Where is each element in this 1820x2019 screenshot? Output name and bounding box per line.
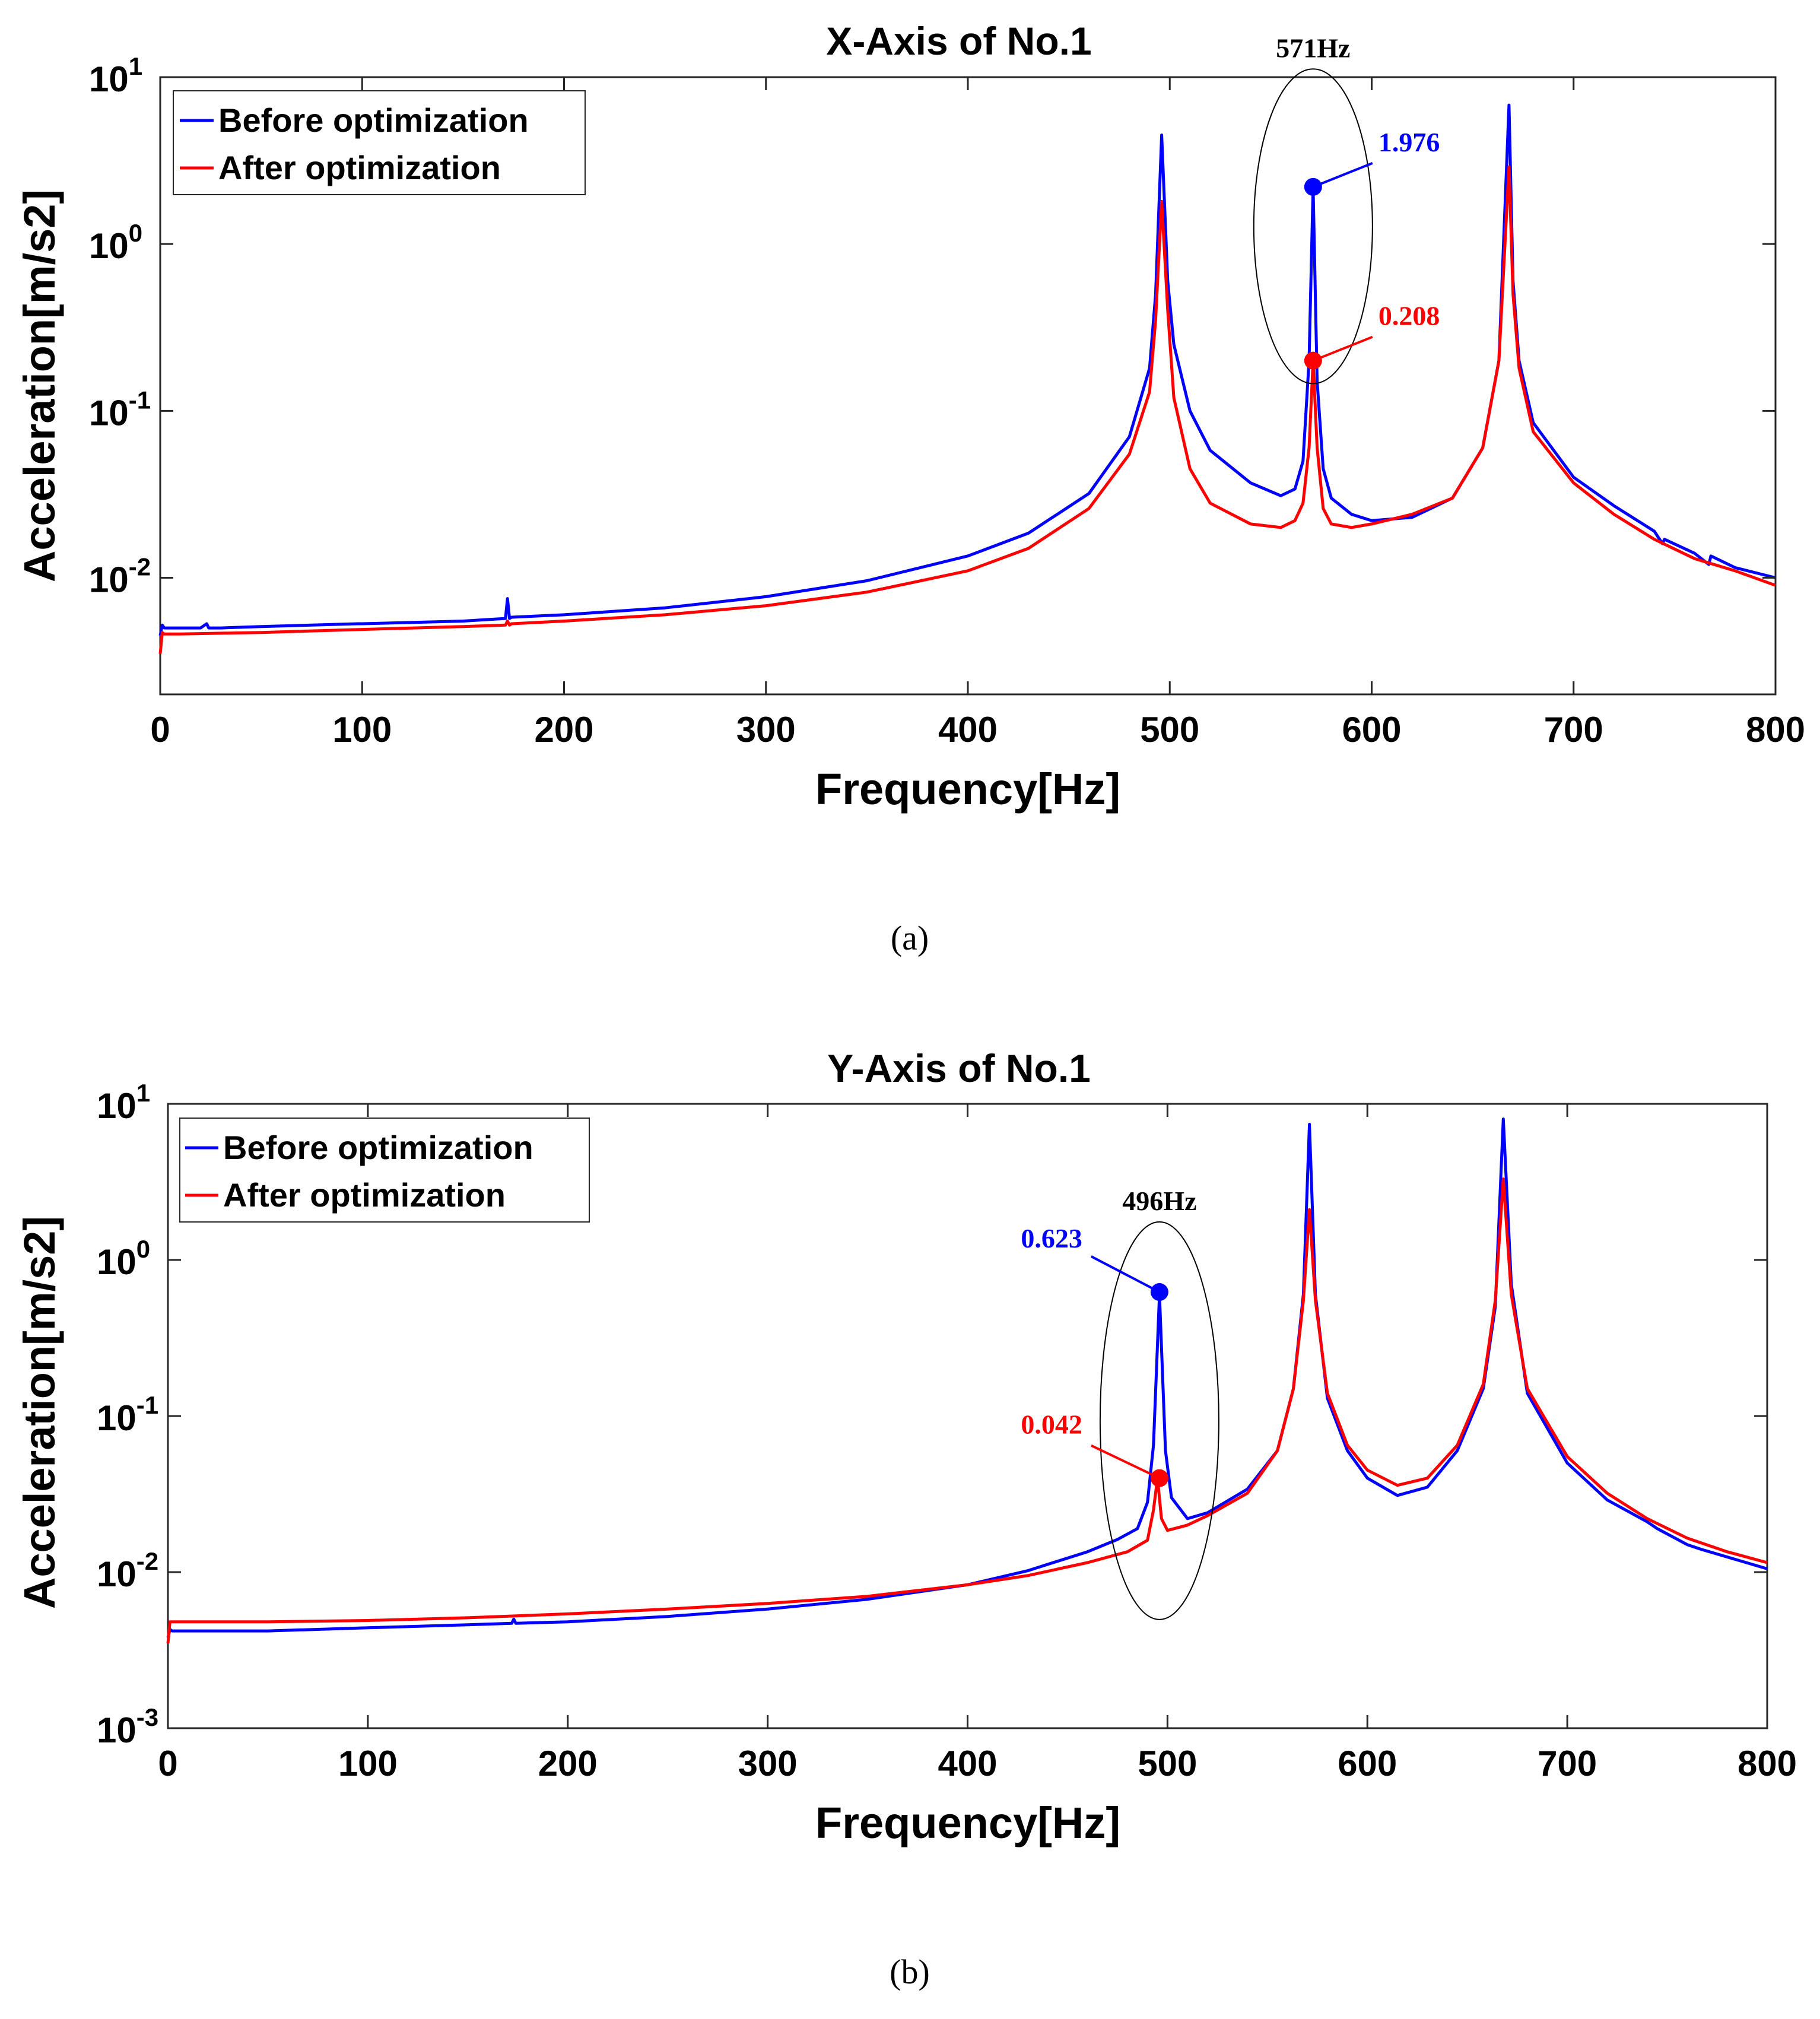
series-layer: [166, 1118, 1768, 1644]
panel-label: (b): [890, 1953, 930, 1991]
after-value-marker: [1150, 1469, 1168, 1487]
y-tick-exponent: -1: [136, 1391, 158, 1419]
y-tick-base: 10: [97, 1710, 136, 1750]
series-line-before: [158, 103, 1776, 636]
x-tick-label: 800: [1746, 710, 1805, 750]
highlight-ellipse: [1253, 68, 1373, 385]
y-tick-label: 100: [89, 219, 142, 266]
y-tick-exponent: -1: [129, 386, 151, 414]
y-tick-label: 100: [97, 1235, 150, 1282]
y-tick-label: 10-2: [89, 553, 151, 599]
x-tick-label: 400: [938, 1744, 997, 1783]
y-axis-label: Acceleration[m/s2]: [15, 189, 64, 582]
frequency-annotation: 496Hz: [1122, 1186, 1196, 1216]
x-tick-label: 100: [332, 710, 392, 750]
y-tick-label: 101: [97, 1079, 150, 1126]
highlight-ellipse: [1099, 1221, 1219, 1620]
before-value-leader: [1090, 1255, 1160, 1293]
legend-label-before: Before optimization: [223, 1129, 533, 1166]
y-tick-base: 10: [97, 1554, 136, 1594]
series-line-after: [166, 1177, 1768, 1644]
panel-label: (a): [891, 919, 929, 957]
y-tick-exponent: -3: [136, 1703, 158, 1731]
x-axis-label: Frequency[Hz]: [815, 764, 1120, 814]
y-tick-exponent: -2: [129, 553, 151, 580]
y-tick-base: 10: [97, 1086, 136, 1126]
x-tick-label: 300: [736, 710, 796, 750]
frequency-annotation: 571Hz: [1276, 33, 1350, 63]
y-tick-label: 10-3: [97, 1703, 158, 1750]
x-tick-label: 0: [150, 710, 170, 750]
legend-label-before: Before optimization: [218, 101, 529, 139]
y-tick-label: 10-1: [97, 1391, 158, 1438]
x-tick-label: 600: [1338, 1744, 1397, 1783]
legend-box: [173, 90, 586, 195]
x-tick-label: 200: [538, 1744, 598, 1783]
before-value-leader: [1313, 162, 1373, 188]
x-ticks: 0 100 200 300 400 500 600 700 800: [150, 77, 1805, 750]
legend-label-after: After optimization: [223, 1176, 506, 1214]
series-layer: [158, 103, 1776, 654]
before-value-marker: [1304, 177, 1322, 196]
chart-title: X-Axis of No.1: [826, 19, 1091, 63]
series-line-after: [158, 165, 1776, 654]
y-tick-base: 10: [97, 1242, 136, 1282]
legend-label-after: After optimization: [218, 149, 501, 186]
x-tick-label: 0: [158, 1744, 177, 1783]
before-value-label: 1.976: [1379, 127, 1440, 157]
legend-box: [179, 1118, 590, 1223]
legend: Before optimization After optimization: [179, 1118, 590, 1223]
y-tick-label: 10-1: [89, 386, 151, 433]
before-value-marker: [1150, 1283, 1168, 1301]
y-tick-base: 10: [89, 59, 129, 99]
y-tick-label: 10-2: [97, 1547, 158, 1594]
after-value-marker: [1304, 351, 1322, 370]
y-tick-label: 101: [89, 52, 142, 99]
x-tick-label: 200: [534, 710, 593, 750]
x-tick-label: 700: [1538, 1744, 1597, 1783]
x-tick-label: 500: [1138, 1744, 1197, 1783]
x-tick-label: 400: [938, 710, 998, 750]
x-tick-label: 300: [738, 1744, 798, 1783]
before-value-label: 0.623: [1021, 1223, 1082, 1253]
y-tick-exponent: 0: [136, 1235, 150, 1263]
x-tick-label: 700: [1544, 710, 1603, 750]
after-value-leader: [1091, 1444, 1160, 1480]
y-tick-exponent: 1: [129, 52, 142, 80]
y-axis-label: Acceleration[m/s2]: [15, 1216, 64, 1609]
x-tick-label: 800: [1738, 1744, 1797, 1783]
y-tick-exponent: 1: [136, 1079, 150, 1107]
legend: Before optimization After optimization: [173, 90, 586, 195]
y-tick-base: 10: [97, 1398, 136, 1438]
y-tick-exponent: 0: [129, 219, 142, 247]
x-ticks: 0 100 200 300 400 500 600 700 800: [158, 1104, 1797, 1783]
y-tick-base: 10: [89, 226, 129, 266]
y-tick-base: 10: [89, 560, 129, 599]
chart-title: Y-Axis of No.1: [827, 1046, 1091, 1090]
after-value-leader: [1313, 335, 1373, 362]
y-tick-base: 10: [89, 393, 129, 433]
y-tick-exponent: -2: [136, 1547, 158, 1575]
x-tick-label: 100: [338, 1744, 398, 1783]
x-axis-label: Frequency[Hz]: [815, 1798, 1120, 1847]
after-value-label: 0.208: [1379, 301, 1440, 331]
after-value-label: 0.042: [1021, 1410, 1082, 1440]
x-tick-label: 500: [1140, 710, 1199, 750]
x-tick-label: 600: [1342, 710, 1401, 750]
